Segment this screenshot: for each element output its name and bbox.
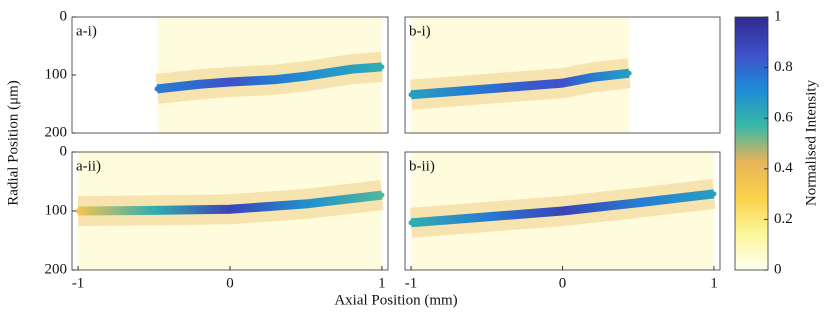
x-tick-label: 0 xyxy=(226,275,234,291)
beam-band xyxy=(410,68,630,100)
peak-intensity xyxy=(560,80,565,86)
colorbar-tick-label: 1 xyxy=(774,8,782,24)
x-axis-label: Axial Position (mm) xyxy=(334,292,457,308)
peak-intensity xyxy=(626,70,632,76)
peak-intensity xyxy=(154,86,160,92)
y-tick-label: 0 xyxy=(60,8,68,24)
y-axis-label: Radial Position (μm) xyxy=(5,80,21,206)
y-tick-label: 0 xyxy=(60,143,68,159)
heatmap-background xyxy=(157,17,382,133)
peak-intensity xyxy=(303,73,309,79)
panel-label: a-ii) xyxy=(76,158,101,174)
peak-intensity xyxy=(379,192,385,198)
peak-intensity xyxy=(514,84,520,90)
colorbar-tick-label: 0.4 xyxy=(774,160,793,176)
peak-intensity xyxy=(408,220,414,226)
peak-intensity xyxy=(303,201,309,207)
peak-intensity xyxy=(227,79,233,85)
peak-intensity xyxy=(711,191,717,197)
peak-intensity xyxy=(227,206,233,212)
colorbar-tick-label: 0 xyxy=(774,261,782,277)
peak-intensity xyxy=(484,214,490,220)
x-tick-label: 1 xyxy=(378,275,386,291)
peak-intensity xyxy=(379,64,385,70)
x-tick-label: -1 xyxy=(405,275,418,291)
colorbar xyxy=(734,16,769,271)
colorbar-label: Normalised Intensity xyxy=(803,79,819,206)
peak-intensity xyxy=(75,208,81,214)
peak-intensity xyxy=(635,200,641,206)
x-tick-label: 1 xyxy=(710,275,718,291)
y-tick-label: 100 xyxy=(45,202,68,218)
peak-intensity xyxy=(151,207,157,213)
peak-intensity xyxy=(408,92,414,98)
panel-label: b-ii) xyxy=(409,158,435,174)
colorbar-tick-label: 0.8 xyxy=(774,59,793,75)
panel-frame xyxy=(404,16,721,134)
panel-label: b-i) xyxy=(409,23,431,39)
x-tick-label: 0 xyxy=(559,275,567,291)
y-tick-label: 100 xyxy=(45,66,68,82)
peak-intensity xyxy=(197,81,203,87)
peak-intensity xyxy=(469,87,475,93)
colorbar-tick-label: 0.6 xyxy=(774,110,793,126)
colorbar-tick-label: 0.2 xyxy=(774,211,793,227)
peak-intensity xyxy=(349,66,355,72)
y-tick-label: 200 xyxy=(45,261,68,277)
panel-label: a-i) xyxy=(76,23,97,39)
x-tick-label: -1 xyxy=(72,275,85,291)
peak-intensity xyxy=(590,74,596,80)
y-tick-label: 200 xyxy=(45,124,68,140)
peak-intensity xyxy=(273,77,279,83)
peak-intensity xyxy=(560,208,565,214)
